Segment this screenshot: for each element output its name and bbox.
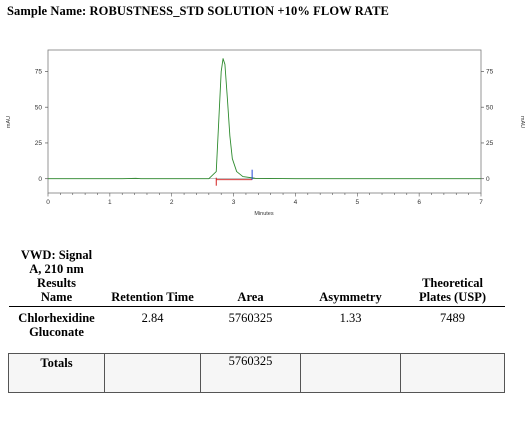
totals-label: Totals [8, 353, 105, 393]
x-tick-label: 7 [479, 199, 483, 206]
y-axis-title-right: mAU [519, 116, 525, 128]
header-name: VWD: Signal A, 210 nm Results Name [8, 248, 105, 307]
chart-axes: 0 0 25 25 50 50 75 75 0 1 2 3 4 5 6 7 [35, 49, 494, 206]
cell-retention-time: 2.84 [141, 311, 164, 325]
y-tick-label-left: 50 [35, 104, 43, 111]
x-tick-label: 3 [232, 199, 236, 206]
results-table: VWD: Signal A, 210 nm Results Name Reten… [8, 248, 505, 393]
signal-label-line-3: Results [37, 276, 76, 290]
signal-label-line-1: VWD: Signal [20, 248, 93, 262]
x-axis-title: Minutes [254, 211, 274, 217]
cell-theoretical-plates: 7489 [440, 311, 465, 325]
y-tick-label-right: 50 [486, 104, 494, 111]
header-plates-line-1: Theoretical [422, 276, 483, 290]
totals-area: 5760325 [200, 353, 301, 393]
header-retention-time: Retention Time [104, 248, 201, 307]
y-tick-label-left: 0 [38, 176, 42, 183]
x-tick-label: 2 [170, 199, 174, 206]
signal-label-line-2: A, 210 nm [29, 262, 84, 276]
x-tick-label: 4 [294, 199, 298, 206]
cell-asymmetry: 1.33 [339, 311, 362, 325]
compound-name-line-2: Gluconate [29, 325, 84, 339]
header-area: Area [200, 248, 301, 307]
signal-label-line-4: Name [40, 290, 73, 304]
totals-row: Totals 5760325 [8, 353, 505, 393]
chromatogram: 0 0 25 25 50 50 75 75 0 1 2 3 4 5 6 7 mAU mAU Minutes [6, 49, 525, 217]
cell-area: 5760325 [228, 311, 273, 325]
sample-name: Sample Name: ROBUSTNESS_STD SOLUTION +10… [7, 4, 389, 18]
totals-retention-time [104, 353, 201, 393]
compound-name-line-1: Chlorhexidine [18, 311, 95, 325]
x-tick-label: 5 [355, 199, 359, 206]
x-tick-label: 0 [46, 199, 50, 206]
x-tick-label: 1 [108, 199, 112, 206]
results-header-row: VWD: Signal A, 210 nm Results Name Reten… [8, 248, 505, 307]
totals-asymmetry [300, 353, 401, 393]
chromatogram-trace [48, 58, 481, 180]
header-theoretical-plates: Theoretical Plates (USP) [400, 248, 505, 307]
spacer-cell [9, 339, 505, 354]
y-axis-title-left: mAU [6, 116, 12, 128]
header-plates-line-2: Plates (USP) [419, 290, 486, 304]
y-tick-label-right: 25 [486, 140, 494, 147]
y-tick-label-left: 75 [35, 69, 43, 76]
y-tick-label-left: 25 [35, 140, 43, 147]
x-tick-label: 6 [417, 199, 421, 206]
table-row: Chlorhexidine Gluconate 2.84 5760325 1.3… [9, 307, 505, 339]
y-tick-label-right: 75 [486, 69, 494, 76]
cell-name: Chlorhexidine Gluconate [9, 307, 105, 339]
plot-frame [47, 49, 482, 194]
chart-marks [48, 58, 481, 186]
header-asymmetry: Asymmetry [300, 248, 401, 307]
y-tick-label-right: 0 [486, 176, 490, 183]
totals-theoretical-plates [400, 353, 505, 393]
spacer-row [9, 339, 505, 354]
